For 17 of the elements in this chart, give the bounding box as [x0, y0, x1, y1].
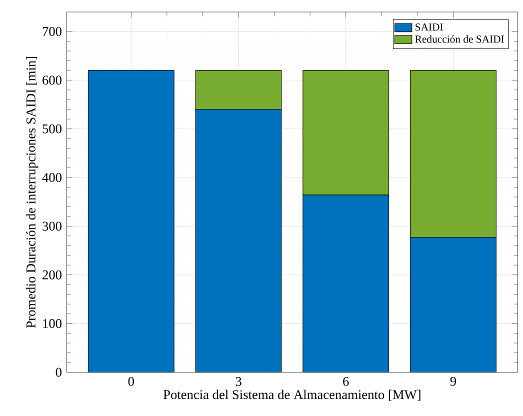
y-tick-label: 0 [56, 368, 62, 377]
legend-label: SAIDI [416, 23, 443, 31]
bar [88, 70, 174, 372]
y-tick-label: 400 [42, 172, 62, 182]
y-axis-title: Promedio Duración de interrupciones SAIDI [min] [26, 56, 38, 328]
y-tick-label: 300 [42, 222, 62, 231]
y-tick-label: 600 [42, 76, 62, 85]
y-tick-label: 200 [42, 270, 62, 280]
legend-label: Reducción de SAIDI [415, 35, 504, 43]
y-tick-label: 100 [43, 318, 62, 328]
x-tick-label: 0 [128, 376, 134, 386]
y-tick-label: 700 [42, 26, 62, 36]
x-axis-title: Potencia del Sistema de Almacenamiento [MW] [163, 390, 420, 401]
x-tick-label: 6 [343, 376, 349, 386]
x-tick-label: 9 [450, 376, 456, 386]
y-tick-label: 500 [42, 124, 62, 134]
x-tick-label: 3 [236, 376, 242, 386]
